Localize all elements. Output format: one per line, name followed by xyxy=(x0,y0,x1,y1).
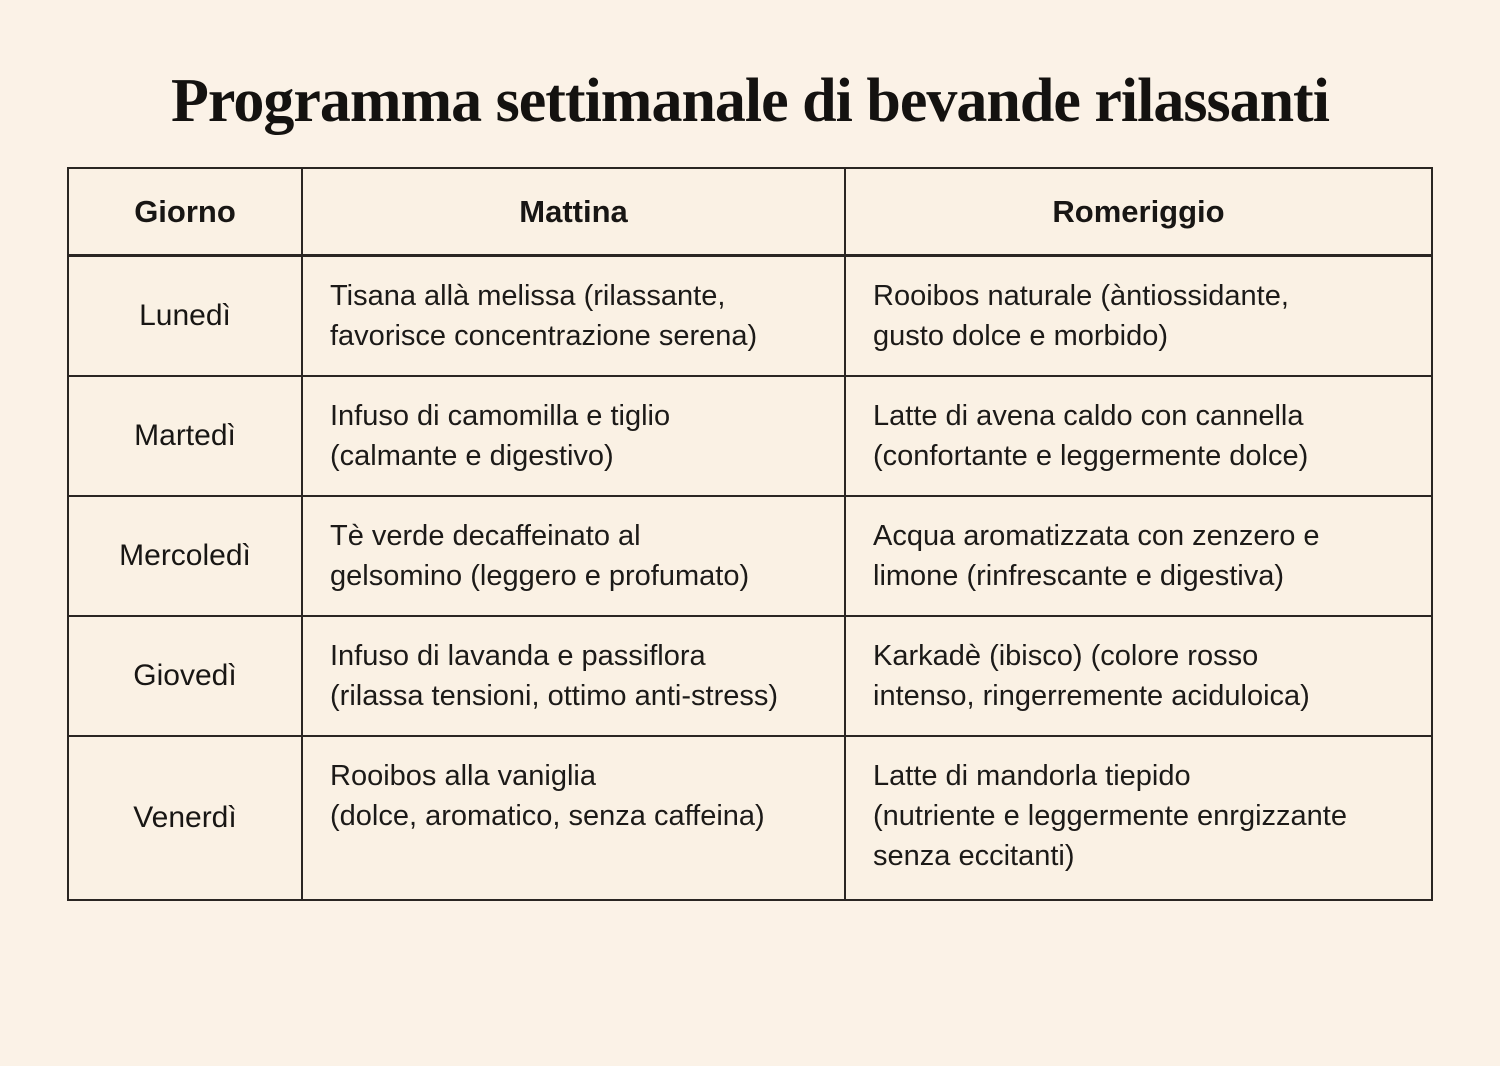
table-row-giovedi: Giovedì Infuso di lavanda e passiflora (… xyxy=(67,615,1433,738)
morning-beverage: Tè verde decaffeinato al gelsomino (legg… xyxy=(301,495,846,618)
column-header-giorno: Giorno xyxy=(67,167,303,258)
column-header-romeriggio: Romeriggio xyxy=(844,167,1433,258)
table-row-venerdi: Venerdì Rooibos alla vaniglia (dolce, ar… xyxy=(67,735,1433,902)
table-row-mercoledi: Mercoledì Tè verde decaffeinato al gelso… xyxy=(67,495,1433,618)
table-row-martedi: Martedì Infuso di camomilla e tiglio (ca… xyxy=(67,375,1433,498)
day-label: Venerdì xyxy=(67,735,303,902)
page-title: Programma settimanale di bevande rilassa… xyxy=(171,67,1330,135)
day-label: Martedì xyxy=(67,375,303,498)
table-row-lunedi: Lunedì Tisana allà melissa (rilassante, … xyxy=(67,254,1433,378)
day-label: Lunedì xyxy=(67,254,303,378)
day-label: Mercoledì xyxy=(67,495,303,618)
beverage-schedule-table: Giorno Mattina Romeriggio Lunedì Tisana … xyxy=(67,167,1433,902)
morning-beverage: Infuso di camomilla e tiglio (calmante e… xyxy=(301,375,846,498)
morning-beverage: Tisana allà melissa (rilassante, favoris… xyxy=(301,254,846,378)
afternoon-beverage: Latte di avena caldo con cannella (confo… xyxy=(844,375,1433,498)
afternoon-beverage: Acqua aromatizzata con zenzero e limone … xyxy=(844,495,1433,618)
table-header-row: Giorno Mattina Romeriggio xyxy=(67,167,1433,258)
morning-beverage: Rooibos alla vaniglia (dolce, aromatico,… xyxy=(301,735,846,902)
afternoon-beverage: Rooibos naturale (àntiossidante, gusto d… xyxy=(844,254,1433,378)
morning-beverage: Infuso di lavanda e passiflora (rilassa … xyxy=(301,615,846,738)
afternoon-beverage: Karkadè (ibisco) (colore rosso intenso, … xyxy=(844,615,1433,738)
afternoon-beverage: Latte di mandorla tiepido (nutriente e l… xyxy=(844,735,1433,902)
day-label: Giovedì xyxy=(67,615,303,738)
column-header-mattina: Mattina xyxy=(301,167,846,258)
